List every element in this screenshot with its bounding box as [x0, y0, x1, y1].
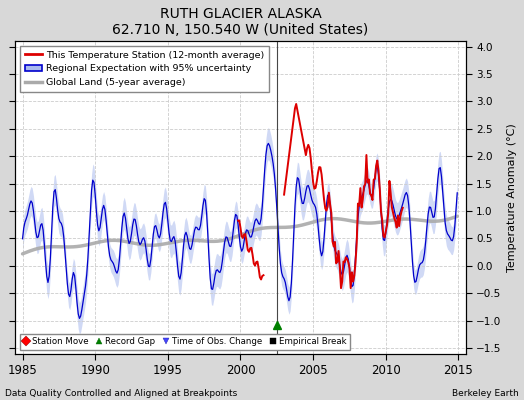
Y-axis label: Temperature Anomaly (°C): Temperature Anomaly (°C) — [507, 123, 517, 272]
Text: Data Quality Controlled and Aligned at Breakpoints: Data Quality Controlled and Aligned at B… — [5, 389, 237, 398]
Text: Berkeley Earth: Berkeley Earth — [452, 389, 519, 398]
Legend: Station Move, Record Gap, Time of Obs. Change, Empirical Break: Station Move, Record Gap, Time of Obs. C… — [19, 334, 350, 350]
Title: RUTH GLACIER ALASKA
62.710 N, 150.540 W (United States): RUTH GLACIER ALASKA 62.710 N, 150.540 W … — [112, 7, 368, 37]
